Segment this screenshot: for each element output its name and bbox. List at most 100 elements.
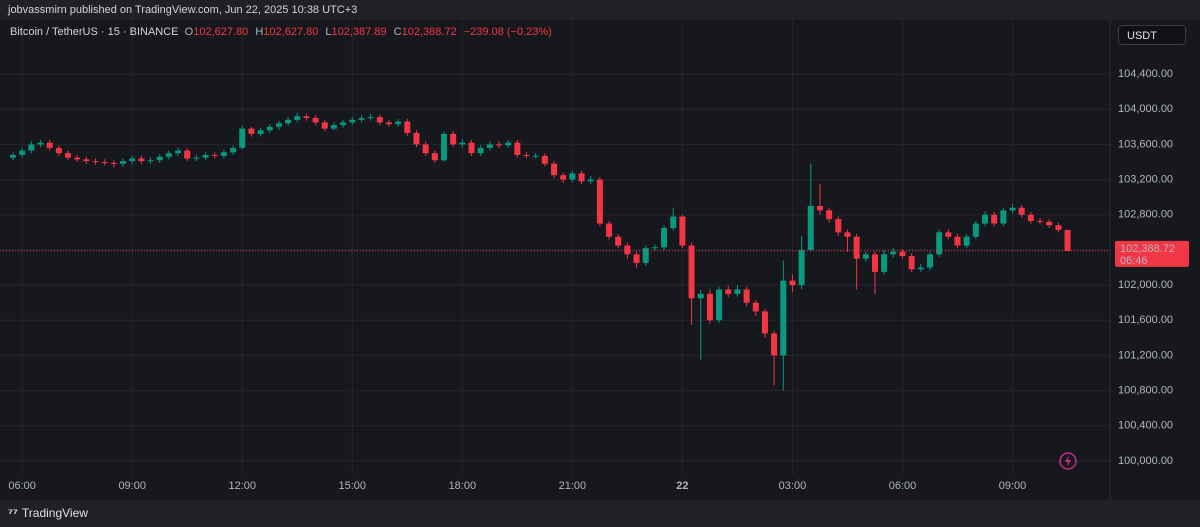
lightning-icon[interactable] [1059, 452, 1077, 470]
candle-body [1018, 207, 1025, 215]
candle-body [468, 142, 475, 154]
candle-body [927, 254, 933, 268]
candle-body [349, 119, 356, 123]
candle-body [569, 173, 576, 180]
candle-body [74, 157, 81, 160]
candle-body [65, 153, 72, 158]
candle-body [908, 256, 915, 270]
candle-body [1037, 220, 1044, 222]
candle-body [129, 158, 136, 162]
candle-body [83, 159, 90, 162]
symbol: Bitcoin / TetherUS · 15 · BINANCE [10, 26, 179, 38]
candle-body [624, 245, 631, 255]
candle-body [743, 289, 750, 303]
candle-body [1009, 207, 1016, 211]
candle-body [661, 227, 668, 248]
ohlc-key: H [255, 26, 264, 38]
candle-body [496, 144, 503, 146]
candle-body [633, 254, 640, 264]
x-tick-label: 03:00 [779, 480, 807, 492]
candle-body [615, 236, 622, 246]
candle-body [917, 267, 924, 270]
x-tick-label: 21:00 [559, 480, 587, 492]
candle-body [101, 161, 108, 163]
candle-body [587, 179, 594, 182]
ohlc-value: 102,627.80 [193, 26, 249, 38]
candle-body [440, 133, 447, 161]
y-tick-label: 104,000.00 [1118, 103, 1173, 115]
candle-body [936, 232, 943, 255]
candle-body [945, 232, 952, 237]
candle-body [954, 236, 961, 246]
countdown: 06:46 [1120, 255, 1148, 267]
candle-body [798, 249, 805, 286]
candle-body [725, 289, 732, 294]
candle-body [92, 161, 99, 163]
candle-body [642, 248, 649, 264]
publish-header: jobvassmirn published on TradingView.com… [0, 0, 1200, 20]
candle-body [459, 142, 466, 145]
candle-body [716, 289, 723, 321]
candle-body [982, 214, 989, 224]
last-price-label: 102,388.72 [1120, 243, 1175, 255]
candle-body [1027, 214, 1034, 221]
candle-body [963, 236, 970, 246]
candle-body [1064, 229, 1071, 251]
x-tick-label: 12:00 [228, 480, 256, 492]
x-tick-label: 06:00 [8, 480, 36, 492]
candle-body [193, 157, 200, 159]
candle-body [688, 245, 695, 299]
candle-body [991, 214, 998, 224]
last-price-box [1115, 240, 1189, 267]
y-tick-label: 101,200.00 [1118, 349, 1173, 361]
candle-body [853, 236, 860, 259]
candle-body [202, 154, 209, 158]
candle-body [37, 142, 44, 145]
candle-body [184, 150, 191, 159]
candle-body [651, 247, 658, 249]
candle-body [175, 150, 182, 154]
candle-body [285, 119, 292, 124]
ohlc-key: L [325, 26, 332, 38]
candle-body [385, 122, 392, 125]
candle-body [330, 125, 337, 129]
footer: ⁷⁷ TradingView [0, 500, 1200, 527]
candle-body [972, 223, 979, 237]
candle-body [551, 163, 558, 176]
candle-body [706, 293, 713, 321]
y-tick-label: 100,000.00 [1118, 455, 1173, 467]
candle-body [734, 289, 741, 294]
candle-body [697, 293, 704, 299]
candle-body [670, 216, 677, 228]
candle-body [523, 154, 530, 156]
candle-body [532, 155, 539, 157]
candle-body [55, 147, 62, 154]
candle-body [312, 118, 319, 123]
candle-body [899, 251, 906, 257]
chart: 100,000.00 100,400.00 100,800.00 101,200.00… [0, 20, 1200, 500]
candle-body [505, 142, 512, 146]
candle-body [816, 205, 823, 211]
candle-body [156, 156, 163, 161]
candle-body [752, 302, 759, 312]
candle-body [120, 161, 127, 164]
candle-body [275, 123, 282, 127]
candle-body [541, 155, 548, 164]
x-tick-label: 06:00 [889, 480, 917, 492]
y-tick-label: 100,800.00 [1118, 385, 1173, 397]
x-tick-label: 15:00 [339, 480, 367, 492]
currency-button[interactable]: USDT [1118, 25, 1186, 45]
y-tick-label: 102,000.00 [1118, 279, 1173, 291]
candle-body [890, 251, 897, 255]
candle-body [835, 219, 842, 233]
candle-body [46, 142, 53, 148]
candle-body [1000, 210, 1007, 224]
logo: ⁷⁷ [8, 506, 18, 520]
candle-body [248, 128, 255, 134]
candle-body [28, 144, 35, 151]
candle-body [147, 160, 154, 162]
candle-body [826, 210, 833, 220]
legend: Bitcoin / TetherUS · 15 · BINANCE O102,6… [10, 26, 556, 38]
grid [0, 20, 1110, 475]
